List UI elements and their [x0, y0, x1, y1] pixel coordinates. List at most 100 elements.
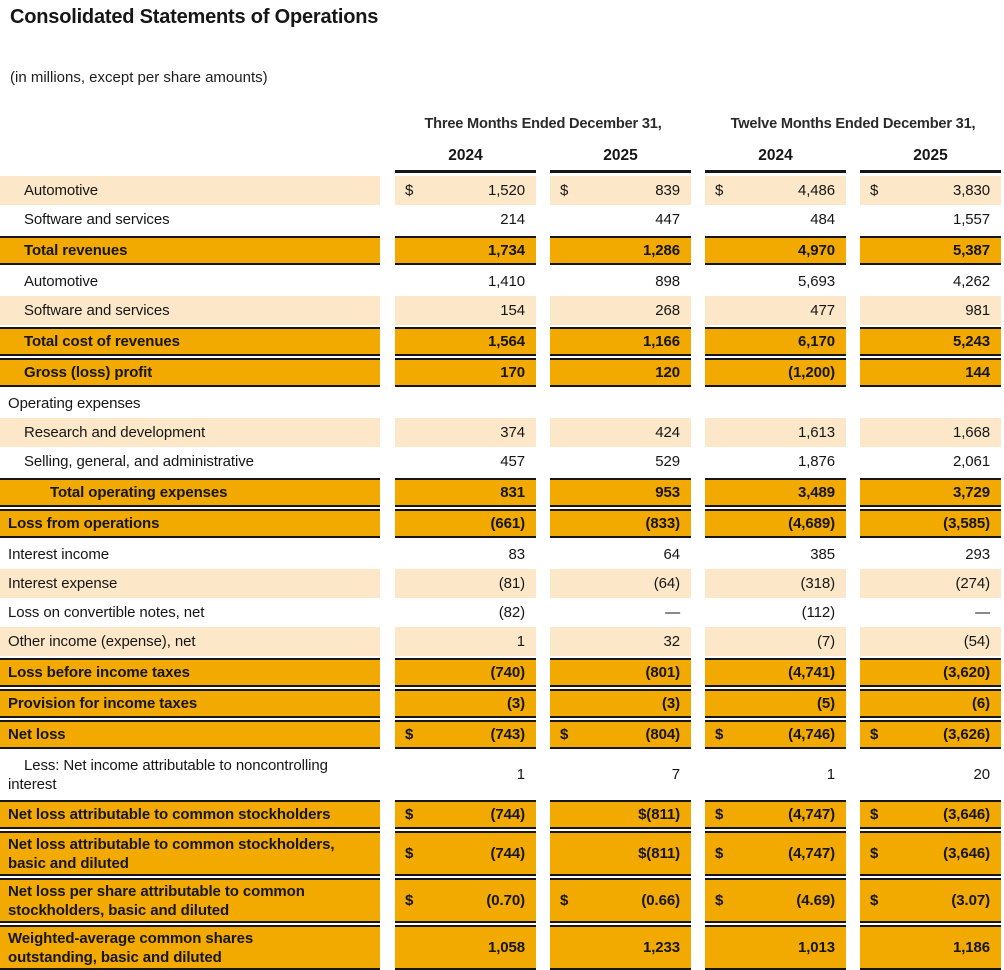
- value-cell: 2,061: [860, 447, 1001, 476]
- cell-value: 7: [671, 766, 680, 783]
- row-label: Net loss per share attributable to commo…: [0, 878, 380, 923]
- value-cell: $1,520: [395, 176, 536, 205]
- row-label: Total operating expenses: [0, 478, 380, 507]
- cell-value: (801): [645, 664, 680, 681]
- value-cell: 1,286: [550, 236, 691, 265]
- cell-value: (4.69): [796, 892, 835, 909]
- cell-value: (743): [490, 726, 525, 743]
- cell-value: (3,585): [943, 515, 990, 532]
- value-cell: 83: [395, 540, 536, 569]
- value-cell: 5,243: [860, 327, 1001, 356]
- value-cell: 1: [395, 627, 536, 656]
- value-cell: 953: [550, 478, 691, 507]
- value-cell: (4,741): [705, 658, 846, 687]
- row-label: Automotive: [0, 267, 380, 296]
- value-cell: (740): [395, 658, 536, 687]
- row-label: Automotive: [0, 176, 380, 205]
- cell-value: 4,486: [797, 182, 835, 199]
- value-cell: 424: [550, 418, 691, 447]
- table-row: Loss on convertible notes, net (82) — (112)…: [0, 598, 1004, 627]
- value-cell: $(811): [550, 800, 691, 829]
- table-row: Less: Net income attributable to noncont…: [0, 751, 1004, 798]
- row-label-text: Loss before income taxes: [8, 664, 190, 681]
- year-header: 2025: [860, 147, 1001, 173]
- cell-value: 1,876: [797, 453, 835, 470]
- value-cell: $ (744): [395, 831, 536, 876]
- cell-value: (64): [653, 575, 680, 592]
- value-cell: (54): [860, 627, 1001, 656]
- value-cell: $ (3.07): [860, 878, 1001, 923]
- table-row: Net loss attributable to common stockhol…: [0, 831, 1004, 876]
- row-label: Net loss attributable to common stockhol…: [0, 800, 380, 829]
- value-cell: $ (3,646): [860, 800, 1001, 829]
- cell-value: 1,058: [487, 939, 525, 956]
- value-cell: 529: [550, 447, 691, 476]
- table-row: Provision for income taxes (3) (3) (5) (6): [0, 689, 1004, 718]
- cell-value: 5,693: [797, 273, 835, 290]
- value-cell: $ (4,746): [705, 720, 846, 749]
- cell-value: 1,734: [487, 242, 525, 259]
- currency-symbol: $: [405, 806, 414, 823]
- row-label-text: Gross (loss) profit: [24, 364, 153, 381]
- value-cell: 4,970: [705, 236, 846, 265]
- value-cell: 1,166: [550, 327, 691, 356]
- value-cell: 1,233: [550, 925, 691, 970]
- value-cell: [550, 389, 691, 418]
- cell-value: 293: [965, 546, 990, 563]
- row-label: Research and development: [0, 418, 380, 447]
- cell-value: 5,387: [952, 242, 990, 259]
- value-cell: 5,693: [705, 267, 846, 296]
- value-cell: 1,013: [705, 925, 846, 970]
- value-cell: 1,186: [860, 925, 1001, 970]
- cell-value: (0.66): [641, 892, 680, 909]
- value-cell: 3,729: [860, 478, 1001, 507]
- cell-value: (4,746): [788, 726, 835, 743]
- cell-value: 4,262: [952, 273, 990, 290]
- value-cell: (3): [550, 689, 691, 718]
- cell-value: 1,013: [797, 939, 835, 956]
- value-cell: (4,689): [705, 509, 846, 538]
- row-label-text: Software and services: [24, 211, 170, 228]
- cell-value: 529: [655, 453, 680, 470]
- cell-value: 484: [810, 211, 835, 228]
- table-row: Net loss per share attributable to commo…: [0, 878, 1004, 923]
- row-label-text: Provision for income taxes: [8, 695, 198, 712]
- row-label-text: Loss from operations: [8, 515, 160, 532]
- value-cell: $ (804): [550, 720, 691, 749]
- table-row: Loss from operations (661) (833) (4,689) (3,…: [0, 509, 1004, 538]
- currency-symbol: $: [560, 182, 569, 199]
- year-header-row: 2024 2025 2024 2025: [0, 147, 1004, 173]
- label-column-spacer: [0, 116, 395, 132]
- value-cell: $ (4.69): [705, 878, 846, 923]
- value-cell: $ (3,626): [860, 720, 1001, 749]
- currency-symbol: $: [870, 892, 879, 909]
- row-label: Interest expense: [0, 569, 380, 598]
- row-label-text: Interest income: [8, 546, 110, 563]
- value-cell: $ (4,747): [705, 800, 846, 829]
- cell-value: (6): [971, 695, 990, 712]
- label-column-spacer: [0, 147, 395, 173]
- value-cell: $ (4,747): [705, 831, 846, 876]
- currency-symbol: $: [715, 726, 724, 743]
- value-cell: —: [860, 598, 1001, 627]
- table-row: Software and services 154 268 477 981: [0, 296, 1004, 325]
- cell-value: 64: [663, 546, 681, 563]
- value-cell: (3,620): [860, 658, 1001, 687]
- cell-value: (54): [963, 633, 990, 650]
- table-row: Selling, general, and administrative 457 5…: [0, 447, 1004, 476]
- value-cell: 457: [395, 447, 536, 476]
- row-label: Loss on convertible notes, net: [0, 598, 380, 627]
- currency-symbol: $: [715, 182, 724, 199]
- table-row: Other income (expense), net 1 32 (7) (54): [0, 627, 1004, 656]
- row-label-text: Software and services: [24, 302, 170, 319]
- row-label-text: Net loss attributable to common stockhol…: [8, 806, 331, 823]
- row-label: Selling, general, and administrative: [0, 447, 380, 476]
- currency-symbol: $: [870, 845, 879, 862]
- row-label: Software and services: [0, 205, 380, 234]
- row-label: Provision for income taxes: [0, 689, 380, 718]
- cell-value: 1,668: [952, 424, 990, 441]
- cell-value: (744): [490, 806, 525, 823]
- cell-value: 1: [826, 766, 835, 783]
- value-cell: 1: [705, 751, 846, 798]
